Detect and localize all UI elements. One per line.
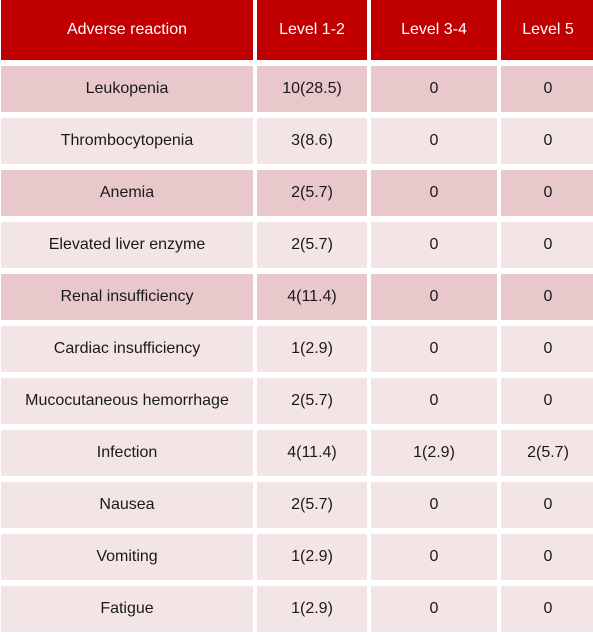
cell-adverse-reaction: Elevated liver enzyme [1, 222, 253, 268]
cell-level-5: 0 [501, 482, 593, 528]
cell-adverse-reaction: Leukopenia [1, 66, 253, 112]
header-level-5: Level 5 [501, 0, 593, 60]
cell-level-1-2: 10(28.5) [257, 66, 367, 112]
table-row: Elevated liver enzyme 2(5.7) 0 0 [1, 222, 593, 268]
cell-adverse-reaction: Thrombocytopenia [1, 118, 253, 164]
cell-level-5: 0 [501, 274, 593, 320]
cell-adverse-reaction: Nausea [1, 482, 253, 528]
cell-level-1-2: 2(5.7) [257, 170, 367, 216]
cell-level-3-4: 0 [371, 586, 497, 632]
cell-level-5: 2(5.7) [501, 430, 593, 476]
cell-adverse-reaction: Vomiting [1, 534, 253, 580]
cell-level-5: 0 [501, 586, 593, 632]
cell-adverse-reaction: Anemia [1, 170, 253, 216]
table-row: Fatigue 1(2.9) 0 0 [1, 586, 593, 632]
table-row: Anemia 2(5.7) 0 0 [1, 170, 593, 216]
cell-level-1-2: 1(2.9) [257, 534, 367, 580]
cell-adverse-reaction: Renal insufficiency [1, 274, 253, 320]
cell-level-5: 0 [501, 326, 593, 372]
cell-level-1-2: 2(5.7) [257, 222, 367, 268]
cell-level-3-4: 1(2.9) [371, 430, 497, 476]
cell-level-1-2: 4(11.4) [257, 430, 367, 476]
table-row: Vomiting 1(2.9) 0 0 [1, 534, 593, 580]
cell-level-3-4: 0 [371, 482, 497, 528]
cell-level-5: 0 [501, 222, 593, 268]
cell-level-1-2: 2(5.7) [257, 482, 367, 528]
cell-level-5: 0 [501, 118, 593, 164]
cell-level-3-4: 0 [371, 274, 497, 320]
cell-level-1-2: 2(5.7) [257, 378, 367, 424]
cell-level-3-4: 0 [371, 170, 497, 216]
table-row: Infection 4(11.4) 1(2.9) 2(5.7) [1, 430, 593, 476]
cell-level-1-2: 1(2.9) [257, 586, 367, 632]
table-row: Mucocutaneous hemorrhage 2(5.7) 0 0 [1, 378, 593, 424]
cell-level-5: 0 [501, 170, 593, 216]
cell-level-3-4: 0 [371, 66, 497, 112]
cell-level-1-2: 4(11.4) [257, 274, 367, 320]
header-level-3-4: Level 3-4 [371, 0, 497, 60]
cell-level-5: 0 [501, 534, 593, 580]
cell-level-3-4: 0 [371, 534, 497, 580]
header-adverse-reaction: Adverse reaction [1, 0, 253, 60]
cell-level-5: 0 [501, 378, 593, 424]
cell-level-3-4: 0 [371, 118, 497, 164]
cell-level-5: 0 [501, 66, 593, 112]
table-row: Cardiac insufficiency 1(2.9) 0 0 [1, 326, 593, 372]
cell-level-3-4: 0 [371, 222, 497, 268]
cell-adverse-reaction: Mucocutaneous hemorrhage [1, 378, 253, 424]
table-row: Nausea 2(5.7) 0 0 [1, 482, 593, 528]
cell-level-1-2: 3(8.6) [257, 118, 367, 164]
cell-adverse-reaction: Infection [1, 430, 253, 476]
cell-level-1-2: 1(2.9) [257, 326, 367, 372]
header-level-1-2: Level 1-2 [257, 0, 367, 60]
cell-level-3-4: 0 [371, 378, 497, 424]
table-row: Renal insufficiency 4(11.4) 0 0 [1, 274, 593, 320]
cell-adverse-reaction: Fatigue [1, 586, 253, 632]
cell-level-3-4: 0 [371, 326, 497, 372]
table-header-row: Adverse reaction Level 1-2 Level 3-4 Lev… [1, 0, 593, 60]
table-row: Thrombocytopenia 3(8.6) 0 0 [1, 118, 593, 164]
table-row: Leukopenia 10(28.5) 0 0 [1, 66, 593, 112]
cell-adverse-reaction: Cardiac insufficiency [1, 326, 253, 372]
